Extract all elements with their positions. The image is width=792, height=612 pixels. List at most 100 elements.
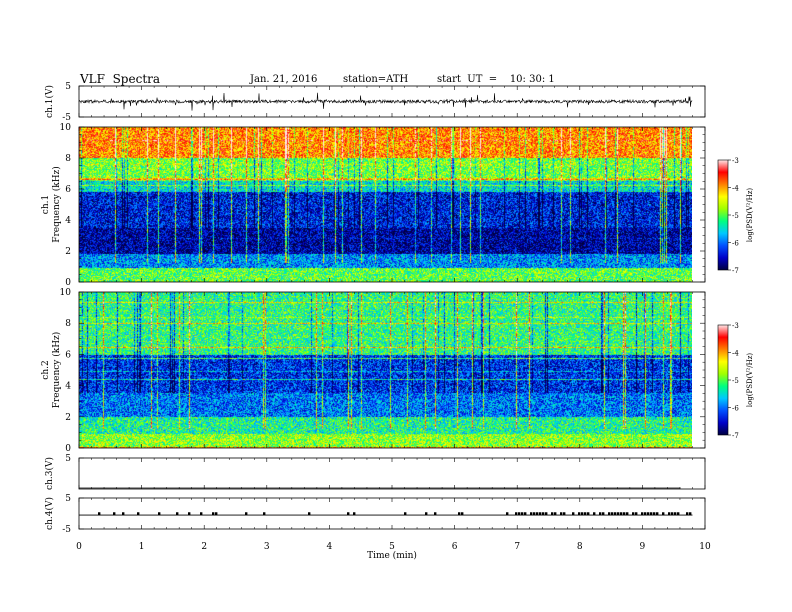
ylabel-channel-spec2: ch.2 bbox=[41, 360, 51, 379]
ch4-pulse bbox=[536, 512, 539, 516]
ytick-label-spec2: 2 bbox=[65, 413, 71, 423]
colorbar-tick-label-spec1: -5 bbox=[732, 212, 739, 220]
xtick-label: 2 bbox=[201, 542, 207, 552]
ylabel-frequency-spec2: Frequency (kHz) bbox=[51, 332, 62, 409]
colorbar-spec2 bbox=[717, 324, 729, 436]
spectrogram-images bbox=[79, 127, 692, 448]
figure-title: VLF Spectra bbox=[80, 72, 161, 86]
ch4-pulse bbox=[674, 512, 677, 516]
ch4-pulse bbox=[533, 512, 536, 516]
ch4-pulse bbox=[686, 512, 689, 516]
ch4-pulse bbox=[584, 512, 587, 516]
xtick-label: 9 bbox=[640, 542, 646, 552]
xtick-label: 0 bbox=[76, 542, 82, 552]
colorbar-tick-label-spec2: -4 bbox=[732, 350, 739, 358]
ytick-label-ch1: 5 bbox=[65, 82, 71, 92]
colorbar-tick-label-spec2: -6 bbox=[732, 405, 739, 413]
ytick-label-ch4: 5 bbox=[65, 494, 71, 504]
ch4-pulse bbox=[521, 512, 524, 516]
ch4-pulse bbox=[530, 512, 533, 516]
colorbar-spec1 bbox=[717, 159, 729, 271]
ch4-pulse bbox=[524, 512, 527, 516]
colorbar-tick-label-spec1: -3 bbox=[732, 157, 739, 165]
ch4-pulse bbox=[617, 512, 620, 516]
ch4-pulse bbox=[602, 512, 605, 516]
ch4-pulse bbox=[404, 512, 407, 516]
panel-frames bbox=[78, 85, 731, 530]
ytick-label-ch3: 5 bbox=[65, 454, 71, 464]
ch4-pulse bbox=[611, 512, 614, 516]
ch4-pulse bbox=[215, 512, 218, 516]
ch4-pulse bbox=[542, 512, 545, 516]
spectrogram-spec2 bbox=[79, 292, 692, 448]
ch4-pulse bbox=[563, 512, 566, 516]
ch4-pulse bbox=[635, 512, 638, 516]
ch4-pulse bbox=[632, 512, 635, 516]
ch4-pulse bbox=[641, 512, 644, 516]
ylabel-channel-spec1: ch.1 bbox=[41, 195, 51, 214]
ch4-pulse bbox=[587, 512, 590, 516]
ytick-label-ch4: -5 bbox=[62, 525, 71, 535]
ytick-label-spec2: 8 bbox=[65, 319, 71, 329]
ch4-pulse bbox=[626, 512, 629, 516]
ch4-pulse bbox=[461, 512, 464, 516]
ch4-pulse bbox=[656, 512, 659, 516]
xtick-label: 7 bbox=[514, 542, 520, 552]
colorbar-label-spec1: log(PSD(V²/Hz) bbox=[746, 188, 754, 243]
ch4-pulse bbox=[689, 512, 692, 516]
colorbar-tick-label-spec1: -6 bbox=[732, 240, 739, 248]
ch4-pulse bbox=[554, 512, 557, 516]
ch4-pulse bbox=[176, 512, 179, 516]
frame-ch3 bbox=[78, 457, 706, 490]
ch4-pulse bbox=[308, 512, 311, 516]
ch4-pulse bbox=[551, 512, 554, 516]
ch4-pulse bbox=[671, 512, 674, 516]
waveform-lines bbox=[78, 92, 693, 516]
ytick-label-spec1: 10 bbox=[60, 123, 72, 133]
ch4-pulse bbox=[212, 512, 215, 516]
ch4-pulse bbox=[644, 512, 647, 516]
ytick-label-spec1: 6 bbox=[65, 185, 71, 195]
ch4-pulse bbox=[647, 512, 650, 516]
ch4-pulse bbox=[458, 512, 461, 516]
ch4-pulse bbox=[122, 512, 125, 516]
ch4-pulse bbox=[668, 512, 671, 516]
ytick-label-spec1: 0 bbox=[65, 278, 71, 288]
xtick-label: 4 bbox=[327, 542, 333, 552]
ytick-label-spec2: 6 bbox=[65, 350, 71, 360]
ch4-pulse bbox=[434, 512, 437, 516]
xtick-label: 5 bbox=[389, 542, 395, 552]
colorbar-tick-label-spec2: -5 bbox=[732, 377, 739, 385]
ylabel-ch4: ch.4(V) bbox=[44, 497, 55, 530]
ch4-pulse bbox=[614, 512, 617, 516]
ch4-pulse bbox=[98, 512, 101, 516]
ch4-pulse bbox=[515, 512, 518, 516]
ylabel-frequency-spec1: Frequency (kHz) bbox=[51, 166, 62, 243]
ytick-label-ch1: -5 bbox=[62, 113, 71, 123]
xtick-label: 8 bbox=[577, 542, 583, 552]
ch4-pulse bbox=[245, 512, 248, 516]
ylabel-ch3: ch.3(V) bbox=[44, 457, 55, 490]
start-time-label: start UT = 10: 30: 1 bbox=[437, 74, 555, 85]
ytick-label-spec1: 4 bbox=[65, 216, 71, 226]
ch4-pulse bbox=[650, 512, 653, 516]
ch4-pulse bbox=[620, 512, 623, 516]
ch4-pulse bbox=[560, 512, 563, 516]
ch4-pulse bbox=[653, 512, 656, 516]
colorbar-tick-label-spec1: -4 bbox=[732, 185, 739, 193]
ch4-pulse bbox=[539, 512, 542, 516]
ytick-label-spec1: 2 bbox=[65, 247, 71, 257]
colorbar-label-spec2: log(PSD(V²/Hz) bbox=[746, 353, 754, 408]
x-axis-label: Time (min) bbox=[367, 550, 417, 561]
ch4-pulse bbox=[572, 512, 575, 516]
ch4-pulse bbox=[578, 512, 581, 516]
ch1-waveform bbox=[78, 92, 693, 111]
colorbar-tick-label-spec1: -7 bbox=[732, 267, 739, 275]
ch4-pulse bbox=[347, 512, 350, 516]
ch4-pulse bbox=[581, 512, 584, 516]
xtick-label: 1 bbox=[139, 542, 145, 552]
ch4-pulse bbox=[353, 512, 356, 516]
ytick-label-spec2: 0 bbox=[65, 444, 71, 454]
